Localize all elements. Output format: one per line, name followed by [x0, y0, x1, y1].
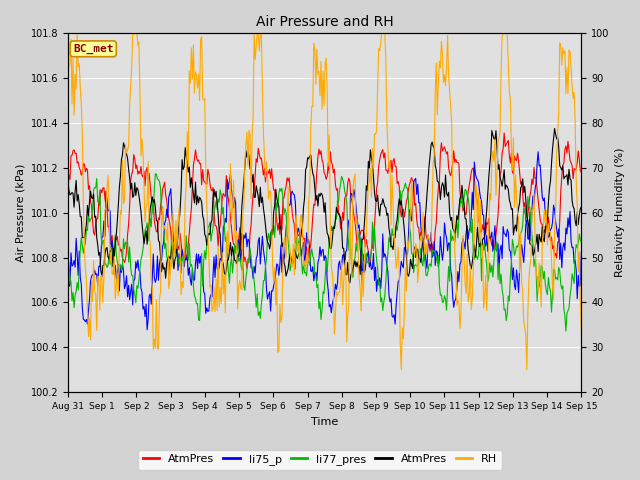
X-axis label: Time: Time	[311, 417, 339, 427]
Title: Air Pressure and RH: Air Pressure and RH	[256, 15, 394, 29]
Legend: AtmPres, li75_p, li77_pres, AtmPres, RH: AtmPres, li75_p, li77_pres, AtmPres, RH	[138, 450, 502, 469]
Y-axis label: Air Pressure (kPa): Air Pressure (kPa)	[15, 164, 25, 262]
Text: BC_met: BC_met	[73, 44, 113, 54]
Y-axis label: Relativity Humidity (%): Relativity Humidity (%)	[615, 148, 625, 277]
